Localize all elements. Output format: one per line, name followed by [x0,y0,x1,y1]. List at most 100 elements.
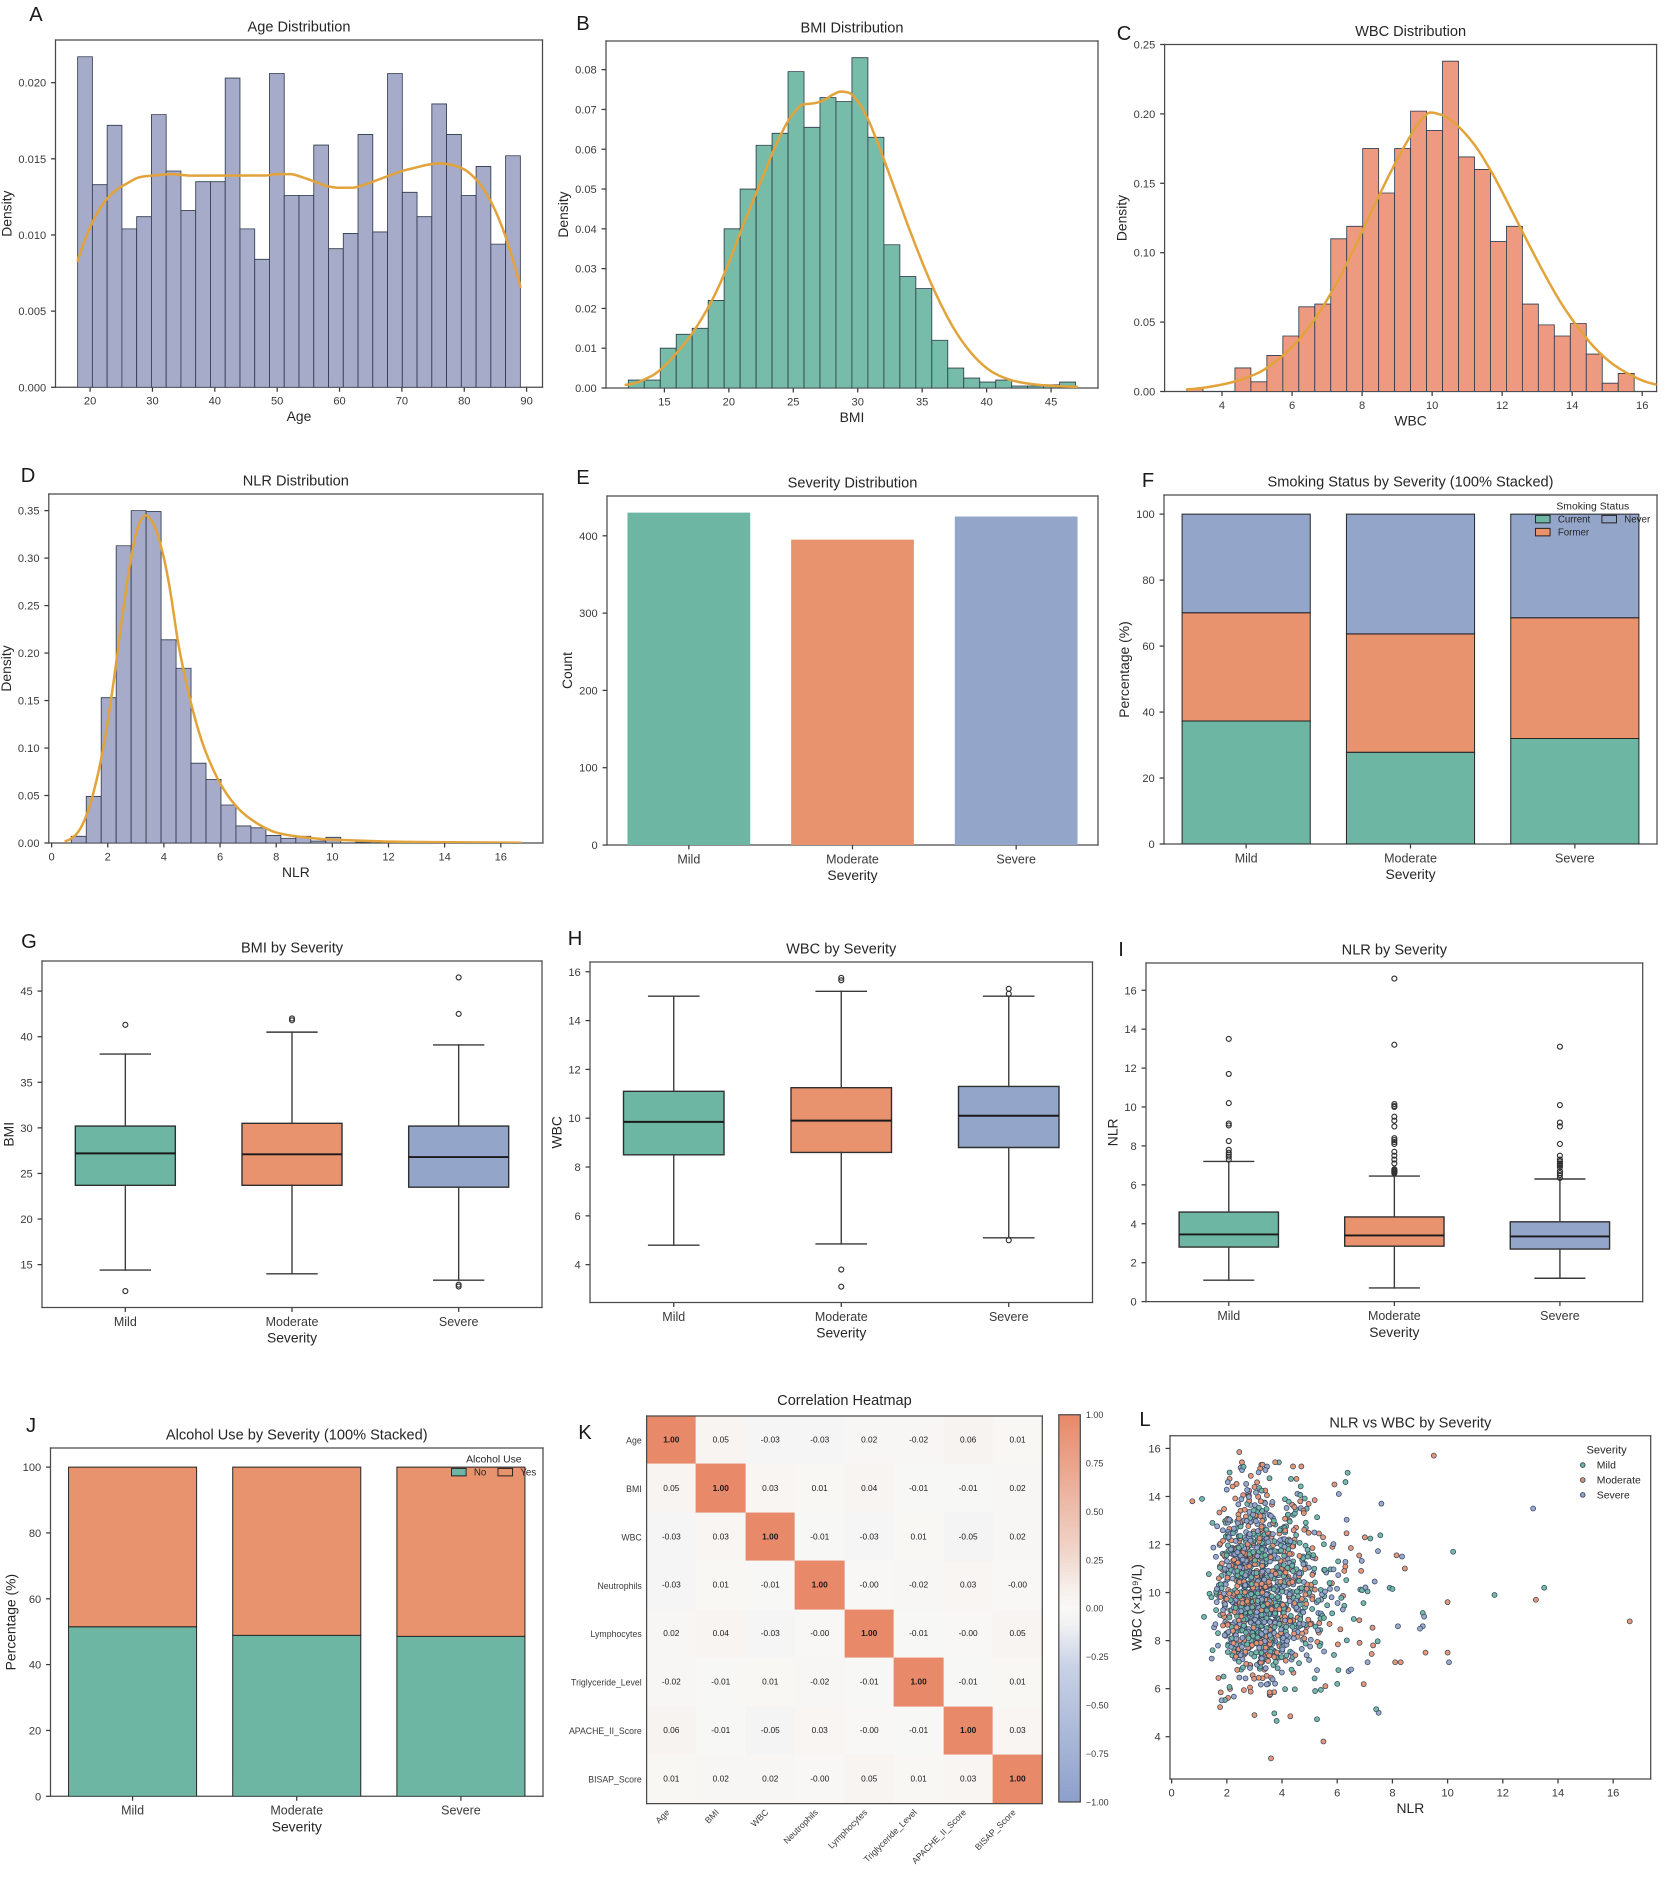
svg-text:Severity: Severity [1385,866,1435,882]
svg-text:2: 2 [105,851,111,863]
svg-text:-0.01: -0.01 [761,1580,780,1590]
svg-text:0.05: 0.05 [1134,317,1156,329]
svg-text:Mild: Mild [677,852,700,866]
svg-text:0.30: 0.30 [18,553,40,565]
svg-text:0.015: 0.015 [18,154,46,166]
svg-text:60: 60 [333,396,345,408]
svg-text:Moderate: Moderate [1368,1309,1421,1323]
svg-text:-0.01: -0.01 [711,1677,730,1687]
svg-text:30: 30 [852,396,864,408]
svg-text:20: 20 [20,1214,32,1226]
svg-text:WBC: WBC [548,1116,564,1148]
svg-text:0.02: 0.02 [663,1628,680,1638]
svg-text:0.02: 0.02 [762,1774,779,1784]
svg-text:1.00: 1.00 [812,1580,829,1590]
svg-text:B: B [576,13,589,35]
svg-text:Current: Current [1558,515,1591,526]
svg-text:10: 10 [1148,1588,1160,1600]
svg-text:Neutrophils: Neutrophils [597,1581,642,1591]
svg-text:40: 40 [209,396,221,408]
svg-text:-0.01: -0.01 [959,1677,978,1687]
svg-text:0.05: 0.05 [1009,1628,1026,1638]
svg-text:−1.00: −1.00 [1086,1797,1109,1807]
svg-text:0.02: 0.02 [713,1774,730,1784]
svg-text:Mild: Mild [114,1315,137,1329]
svg-text:1.00: 1.00 [713,1483,730,1493]
svg-text:16: 16 [1124,985,1136,997]
svg-text:Smoking Status: Smoking Status [1556,501,1629,512]
svg-text:-0.03: -0.03 [761,1628,780,1638]
svg-text:0.03: 0.03 [762,1483,779,1493]
svg-text:0.05: 0.05 [861,1774,878,1784]
svg-text:0.01: 0.01 [713,1580,730,1590]
svg-text:−0.25: −0.25 [1086,1652,1109,1662]
svg-text:14: 14 [1124,1024,1136,1036]
svg-text:Severe: Severe [1597,1491,1630,1502]
svg-text:45: 45 [1045,396,1057,408]
svg-text:Triglyceride_Level: Triglyceride_Level [571,1678,642,1688]
svg-text:Age Distribution: Age Distribution [248,20,351,36]
svg-text:40: 40 [980,396,992,408]
svg-text:6: 6 [1334,1787,1340,1799]
svg-text:2: 2 [1224,1787,1230,1799]
svg-text:0.07: 0.07 [575,104,597,116]
svg-text:BMI by Severity: BMI by Severity [241,941,344,957]
svg-text:60: 60 [29,1594,41,1606]
svg-text:Severity: Severity [816,1325,866,1341]
svg-text:Moderate: Moderate [1597,1476,1641,1487]
svg-text:-0.03: -0.03 [761,1434,780,1444]
svg-text:Severity: Severity [827,867,877,883]
svg-text:0.04: 0.04 [861,1483,878,1493]
svg-text:0.10: 0.10 [1134,248,1156,260]
svg-text:NLR: NLR [1396,1800,1424,1816]
svg-text:-0.01: -0.01 [909,1628,928,1638]
svg-text:BMI: BMI [0,1122,16,1147]
svg-text:-0.01: -0.01 [810,1531,829,1541]
svg-text:0.01: 0.01 [1009,1434,1026,1444]
svg-text:-0.02: -0.02 [909,1434,928,1444]
svg-text:100: 100 [1136,509,1155,521]
svg-text:20: 20 [29,1725,41,1737]
svg-text:WBC: WBC [1394,412,1426,428]
svg-text:0.02: 0.02 [861,1434,878,1444]
svg-text:Former: Former [1558,528,1590,539]
svg-text:0.75: 0.75 [1086,1458,1104,1468]
svg-text:-0.01: -0.01 [959,1483,978,1493]
svg-text:Density: Density [0,645,14,691]
svg-text:WBC (×10⁹/L): WBC (×10⁹/L) [1128,1564,1144,1651]
svg-text:400: 400 [579,531,598,543]
svg-text:0.05: 0.05 [18,791,40,803]
svg-text:APACHE_II_Score: APACHE_II_Score [569,1726,642,1736]
svg-text:Severity: Severity [1587,1445,1628,1457]
svg-text:NLR Distribution: NLR Distribution [243,474,349,490]
svg-text:0.04: 0.04 [575,224,597,236]
svg-text:200: 200 [579,685,598,697]
svg-text:0.02: 0.02 [1009,1483,1026,1493]
svg-text:0: 0 [1149,839,1155,851]
svg-text:Severity Distribution: Severity Distribution [788,476,918,492]
svg-text:0.01: 0.01 [911,1774,928,1784]
svg-text:-0.03: -0.03 [662,1531,681,1541]
svg-text:0.01: 0.01 [1009,1677,1026,1687]
svg-text:1.00: 1.00 [911,1677,928,1687]
svg-text:2: 2 [1131,1258,1137,1270]
svg-text:6: 6 [1155,1684,1161,1696]
svg-text:Alcohol Use by Severity (100%: Alcohol Use by Severity (100% Stacked) [166,1428,428,1444]
svg-text:A: A [29,4,43,26]
svg-text:12: 12 [382,851,394,863]
svg-text:0.06: 0.06 [960,1434,977,1444]
svg-text:8: 8 [1359,400,1365,412]
svg-text:4: 4 [161,851,167,863]
svg-text:Percentage (%): Percentage (%) [3,1574,19,1670]
svg-text:Mild: Mild [1235,851,1258,865]
svg-text:45: 45 [20,986,32,998]
svg-text:12: 12 [568,1064,580,1076]
svg-text:No: No [474,1467,486,1478]
svg-text:D: D [21,465,36,487]
svg-text:Density: Density [1114,195,1130,241]
svg-text:50: 50 [271,396,283,408]
svg-text:Age: Age [287,408,312,424]
svg-text:I: I [1118,939,1124,961]
svg-text:0: 0 [592,840,598,852]
svg-text:0.25: 0.25 [1134,40,1156,52]
